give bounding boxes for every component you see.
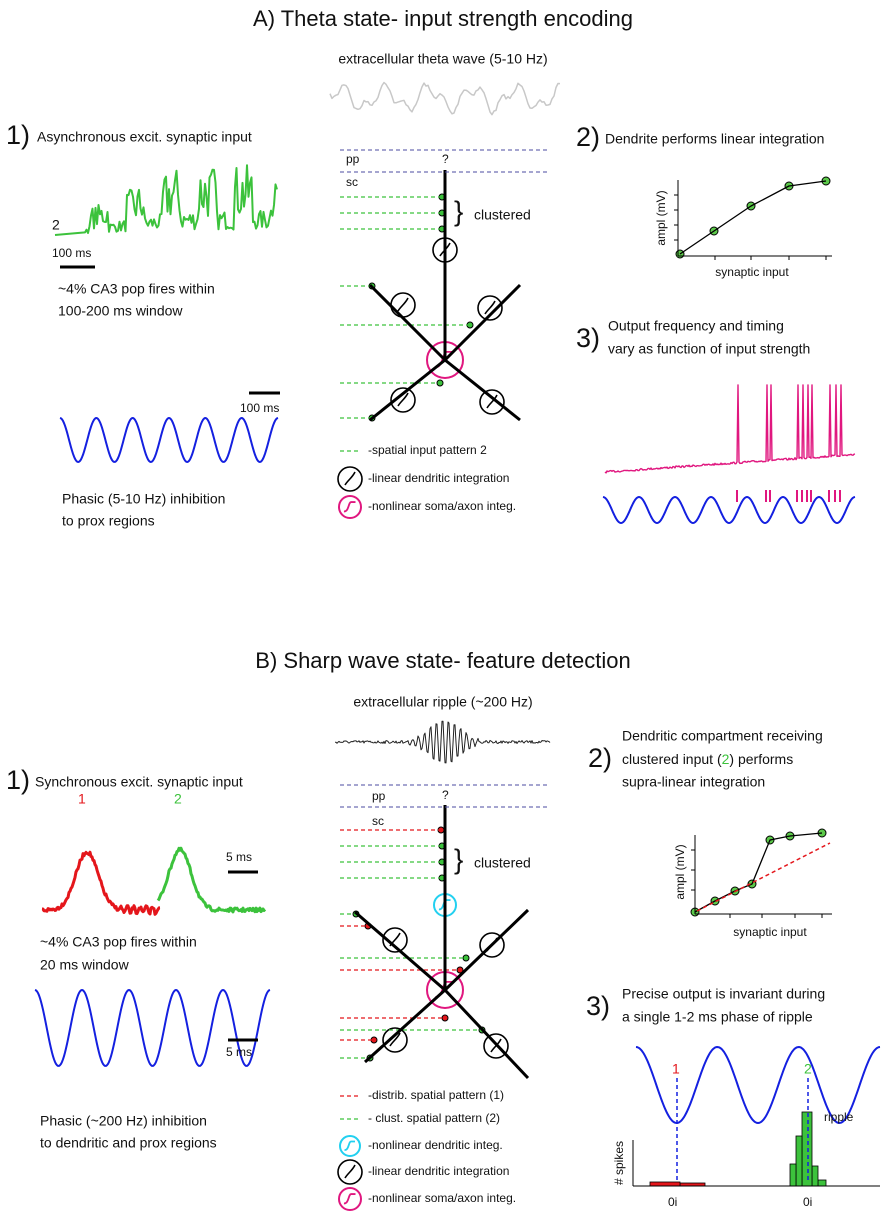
note-line: Phasic (~200 Hz) inhibition [40, 1113, 207, 1129]
step-number: 3) [586, 991, 610, 1021]
figure: }} A) Theta state- input strength encodi… [0, 0, 886, 1212]
text-part: ) performs [729, 751, 793, 767]
nonlinear-unit [340, 1136, 360, 1156]
legend-label: - clust. spatial pattern (2) [368, 1111, 500, 1125]
dendrite [445, 285, 520, 360]
input-trace [55, 165, 277, 235]
note-line: 20 ms window [40, 957, 130, 973]
axis-label: # spikes [612, 1141, 626, 1185]
step-label: Dendritic compartment receiving [622, 728, 823, 744]
axis-label: synaptic input [733, 925, 807, 939]
step-label: Dendrite performs linear integration [605, 131, 824, 147]
step-label: Synchronous excit. synaptic input [35, 774, 243, 790]
sine-trace [603, 497, 855, 523]
cluster-label: clustered [474, 855, 531, 871]
step-number: 1) [6, 120, 30, 150]
wave-label: extracellular theta wave (5-10 Hz) [338, 51, 547, 67]
legend-label: -nonlinear soma/axon integ. [368, 1191, 516, 1205]
histogram-bar [790, 1164, 796, 1186]
step-label: Asynchronous excit. synaptic input [37, 129, 252, 145]
brace: } [454, 195, 463, 226]
note-line: ~4% CA3 pop fires within [58, 281, 215, 297]
scale-label: 5 ms [226, 850, 252, 864]
histogram-bar [818, 1180, 826, 1186]
histogram-bar [650, 1182, 680, 1186]
scale-label: 5 ms [226, 1045, 252, 1059]
legend-label: -distrib. spatial pattern (1) [368, 1088, 504, 1102]
sine-trace [60, 418, 278, 462]
phase-label: 1 [672, 1061, 680, 1077]
step-number: 2) [588, 743, 612, 773]
step-label: a single 1-2 ms phase of ripple [622, 1009, 813, 1025]
trace-label: 1 [78, 791, 86, 807]
step-number: 3) [576, 323, 600, 353]
histogram-bar [802, 1112, 812, 1186]
curve [680, 181, 826, 254]
text-part: clustered input ( [622, 751, 722, 767]
axis-label: ampl (mV) [654, 190, 668, 245]
layer-label: sc [346, 175, 358, 189]
axis-label: 0i [668, 1195, 677, 1209]
dendrite [355, 912, 445, 990]
question-label: ? [442, 152, 449, 166]
nonlinear-unit [339, 496, 361, 518]
step-number: 2) [576, 122, 600, 152]
linear-reference [697, 843, 830, 911]
input-trace [42, 852, 160, 914]
layer-label: pp [346, 152, 360, 166]
legend-label: -spatial input pattern 2 [368, 443, 487, 457]
step-label: clustered input (2) performs [622, 751, 793, 767]
ripple-wave [335, 721, 550, 763]
histogram-bar [796, 1136, 802, 1186]
dendrite [445, 360, 520, 420]
panel-title: B) Sharp wave state- feature detection [255, 648, 630, 673]
panel-title: A) Theta state- input strength encoding [253, 6, 633, 31]
layer-label: pp [372, 789, 386, 803]
note-line: ~4% CA3 pop fires within [40, 934, 197, 950]
note-line: Phasic (5-10 Hz) inhibition [62, 491, 225, 507]
step-number: 1) [6, 765, 30, 795]
axis-label: ampl (mV) [673, 844, 687, 899]
legend-label: -linear dendritic integration [368, 1164, 509, 1178]
axis-label: synaptic input [715, 265, 789, 279]
note-line: to dendritic and prox regions [40, 1135, 217, 1151]
question-label: ? [442, 788, 449, 802]
note-line: to prox regions [62, 513, 155, 529]
trace-label: 2 [52, 217, 60, 233]
scale-label: 100 ms [52, 246, 91, 260]
scale-label: 100 ms [240, 401, 279, 415]
theta-wave [330, 83, 560, 115]
legend-label: -nonlinear dendritic integ. [368, 1138, 503, 1152]
legend-label: -linear dendritic integration [368, 471, 509, 485]
dendrite [365, 990, 445, 1062]
layer-label: sc [372, 814, 384, 828]
dendrite [445, 990, 528, 1078]
dendrite [445, 910, 528, 990]
step-label: Output frequency and timing [608, 318, 784, 334]
histogram-bar [812, 1166, 818, 1186]
phase-label: 2 [804, 1061, 812, 1077]
text-part: 2 [722, 751, 730, 767]
nonlinear-unit [339, 1188, 361, 1210]
step-label: supra-linear integration [622, 774, 765, 790]
trace-label: 2 [174, 791, 182, 807]
brace: } [454, 843, 463, 874]
legend-label: -nonlinear soma/axon integ. [368, 499, 516, 513]
cluster-label: clustered [474, 207, 531, 223]
ripple-label: ripple [824, 1110, 854, 1124]
step-label: vary as function of input strength [608, 341, 810, 357]
output-trace [605, 385, 855, 473]
step-label: Precise output is invariant during [622, 986, 825, 1002]
wave-label: extracellular ripple (~200 Hz) [353, 694, 532, 710]
note-line: 100-200 ms window [58, 303, 183, 319]
axis-label: 0i [803, 1195, 812, 1209]
